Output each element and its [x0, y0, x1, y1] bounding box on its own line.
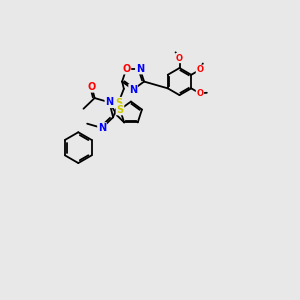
Text: O: O — [88, 82, 96, 92]
Text: N: N — [129, 85, 137, 94]
Text: O: O — [176, 53, 183, 62]
Text: O: O — [196, 65, 203, 74]
Text: N: N — [105, 97, 113, 107]
Text: N: N — [98, 123, 106, 133]
Text: N: N — [136, 64, 144, 74]
Text: O: O — [196, 89, 203, 98]
Text: S: S — [115, 98, 122, 108]
Text: O: O — [122, 64, 130, 74]
Text: S: S — [116, 104, 124, 115]
